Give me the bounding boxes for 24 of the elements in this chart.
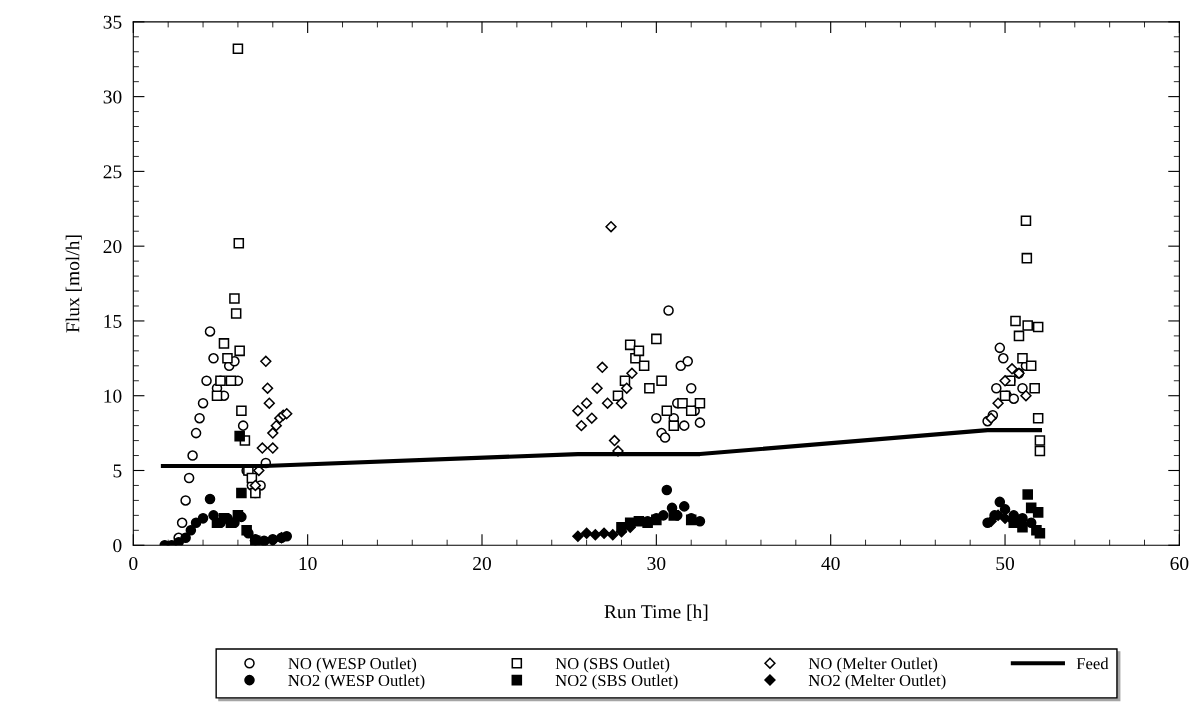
x-tick-label: 50: [996, 556, 1015, 571]
y-tick-label: 20: [103, 239, 122, 254]
y-tick-label: 10: [104, 389, 122, 403]
y-tick-label: 30: [103, 90, 122, 104]
y-tick-label: 0: [113, 539, 122, 553]
legend-label: Feed: [1076, 657, 1109, 670]
x-axis-title: Run Time [h]: [604, 604, 708, 621]
x-tick-label: 20: [473, 556, 491, 571]
x-tick-label: 40: [821, 556, 840, 571]
legend-label: NO2 (Melter Outlet): [808, 674, 946, 690]
y-tick-label: 35: [103, 15, 122, 29]
x-tick-label: 0: [129, 556, 138, 571]
legend-label: NO2 (SBS Outlet): [555, 674, 678, 690]
y-axis-title: Flux [mol/h]: [65, 235, 82, 333]
y-tick-label: 25: [103, 165, 122, 179]
legend-label: NO (WESP Outlet): [288, 657, 417, 673]
x-tick-label: 60: [1170, 556, 1189, 571]
x-tick-label: 10: [299, 556, 317, 571]
y-tick-label: 15: [104, 314, 122, 328]
y-tick-label: 5: [113, 464, 122, 478]
legend-label: NO (Melter Outlet): [808, 657, 938, 673]
legend-label: NO2 (WESP Outlet): [288, 674, 425, 690]
x-tick-label: 30: [647, 556, 666, 571]
legend-label: NO (SBS Outlet): [555, 657, 670, 673]
